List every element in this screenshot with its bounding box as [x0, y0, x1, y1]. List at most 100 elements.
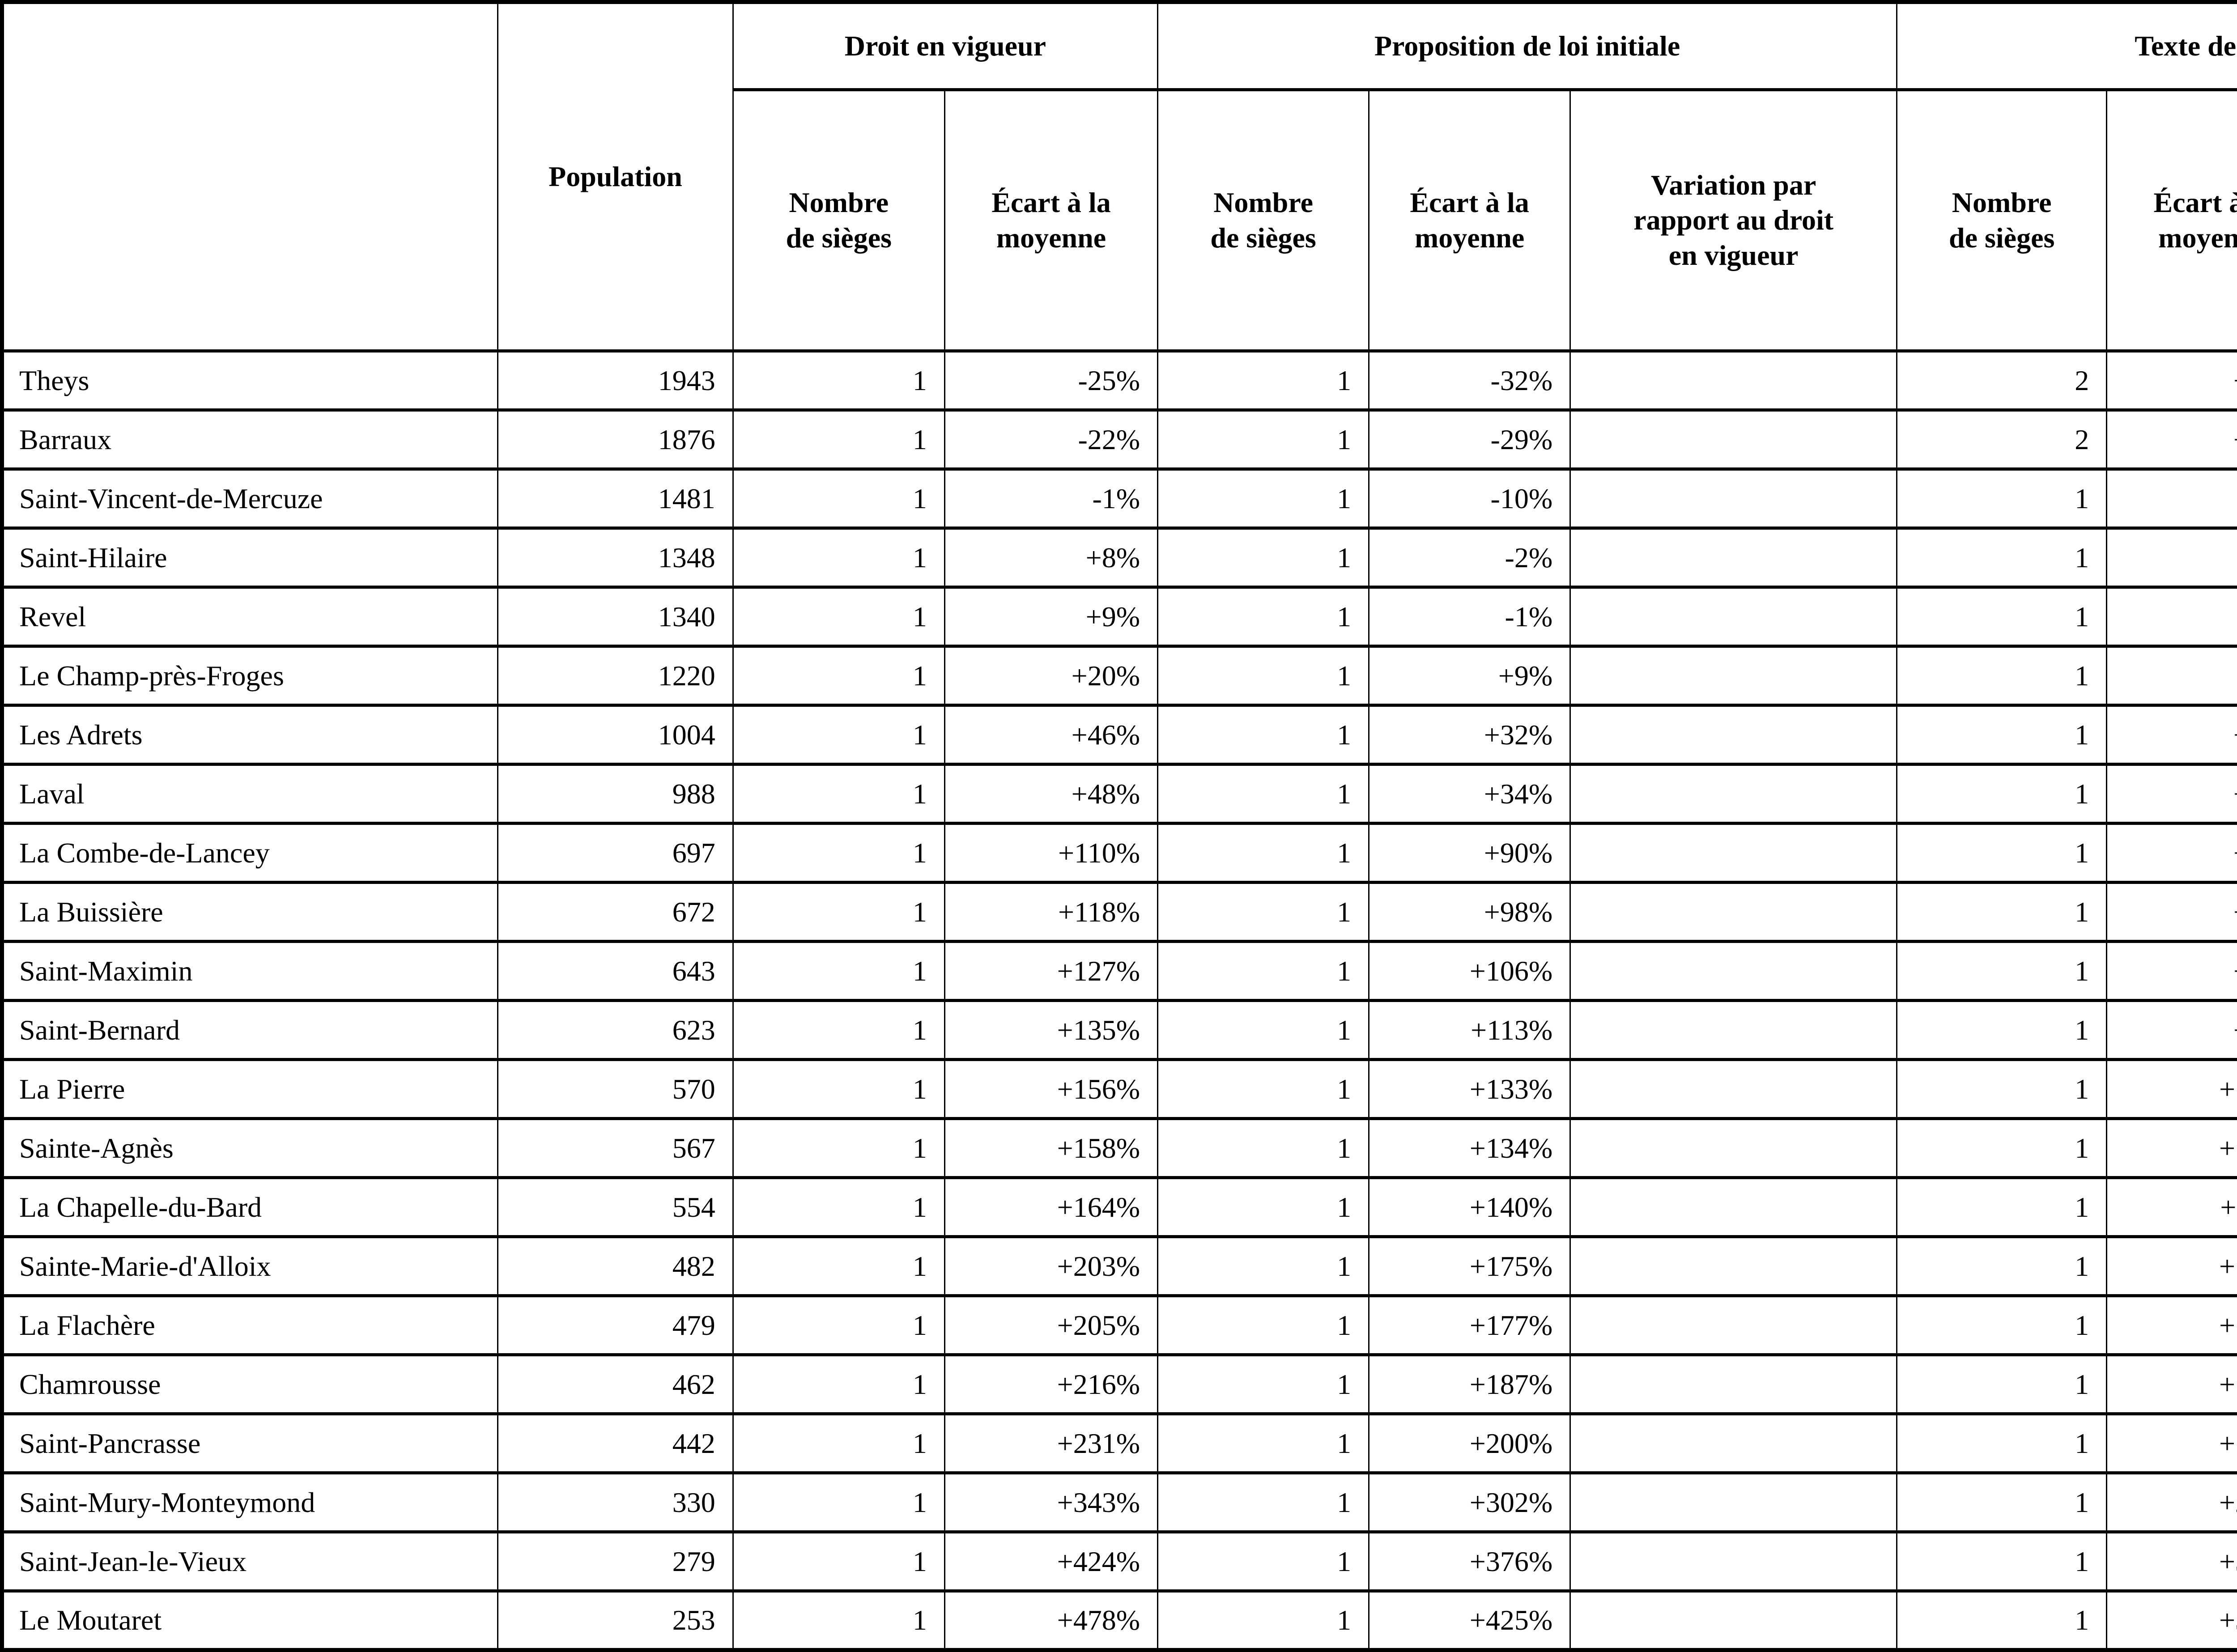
population-cell: 1943 — [498, 351, 733, 410]
tc-ecart-cell: +260% — [2107, 1473, 2237, 1532]
commune-cell: Saint-Hilaire — [2, 528, 498, 587]
tc-ecart-header: Écart à la moyenne — [2107, 90, 2237, 351]
dv-sieges-cell: 1 — [733, 883, 944, 942]
dv-sieges-cell: 1 — [733, 1178, 944, 1237]
dv-sieges-cell: 1 — [733, 410, 944, 469]
pl-sieges-cell: 1 — [1158, 705, 1369, 764]
tc-sieges-cell: 1 — [1897, 1001, 2107, 1060]
commune-column-header — [2, 2, 498, 351]
pl-variation-cell — [1570, 1060, 1897, 1119]
pl-variation-cell — [1570, 1591, 1897, 1650]
pl-sieges-cell: 1 — [1158, 942, 1369, 1001]
pl-variation-cell — [1570, 1532, 1897, 1591]
table-row: Sainte-Marie-d'Alloix4821+203%1+175%1+14… — [2, 1237, 2237, 1296]
pl-sieges-cell: 1 — [1158, 1414, 1369, 1473]
dv-ecart-cell: -22% — [944, 410, 1157, 469]
population-cell: 554 — [498, 1178, 733, 1237]
pl-sieges-cell: 1 — [1158, 764, 1369, 824]
pl-ecart-cell: -2% — [1369, 528, 1570, 587]
pl-sieges-cell: 1 — [1158, 410, 1369, 469]
commune-cell: La Buissière — [2, 883, 498, 942]
population-cell: 1220 — [498, 646, 733, 705]
tc-ecart-cell: +114% — [2107, 1178, 2237, 1237]
commune-cell: Saint-Mury-Monteymond — [2, 1473, 498, 1532]
pl-sieges-cell: 1 — [1158, 1296, 1369, 1355]
pl-ecart-cell: +187% — [1369, 1355, 1570, 1414]
population-column-header: Population — [498, 2, 733, 351]
pl-sieges-cell: 1 — [1158, 1001, 1369, 1060]
dv-ecart-cell: +216% — [944, 1355, 1157, 1414]
pl-sieges-cell: 1 — [1158, 646, 1369, 705]
tc-sieges-cell: 1 — [1897, 1178, 2107, 1237]
dv-ecart-cell: +231% — [944, 1414, 1157, 1473]
group-header-proposition-de-loi: Proposition de loi initiale — [1158, 2, 1897, 90]
dv-sieges-cell: 1 — [733, 1060, 944, 1119]
pl-ecart-cell: +134% — [1369, 1119, 1570, 1178]
population-cell: 643 — [498, 942, 733, 1001]
commune-cell: Chamrousse — [2, 1355, 498, 1414]
tc-sieges-cell: 2 — [1897, 410, 2107, 469]
pl-ecart-cell: +106% — [1369, 942, 1570, 1001]
pl-ecart-cell: +90% — [1369, 824, 1570, 883]
tc-ecart-cell: +146% — [2107, 1237, 2237, 1296]
dv-sieges-cell: 1 — [733, 705, 944, 764]
tc-sieges-cell: 1 — [1897, 469, 2107, 528]
commune-cell: Revel — [2, 587, 498, 646]
pl-ecart-cell: -32% — [1369, 351, 1570, 410]
dv-ecart-cell: +48% — [944, 764, 1157, 824]
pl-variation-cell — [1570, 410, 1897, 469]
dv-ecart-cell: +156% — [944, 1060, 1157, 1119]
pl-ecart-cell: -10% — [1369, 469, 1570, 528]
dv-ecart-cell: -25% — [944, 351, 1157, 410]
tc-sieges-cell: 1 — [1897, 824, 2107, 883]
population-cell: 697 — [498, 824, 733, 883]
tc-sieges-cell: 2 — [1897, 351, 2107, 410]
tc-sieges-cell: 1 — [1897, 883, 2107, 942]
pl-ecart-cell: +175% — [1369, 1237, 1570, 1296]
pl-ecart-cell: +177% — [1369, 1296, 1570, 1355]
tc-ecart-cell: +22% — [2107, 351, 2237, 410]
pl-sieges-cell: 1 — [1158, 1355, 1369, 1414]
population-cell: 462 — [498, 1355, 733, 1414]
pl-sieges-cell: 1 — [1158, 1237, 1369, 1296]
table-row: Saint-Mury-Monteymond3301+343%1+302%1+26… — [2, 1473, 2237, 1532]
commune-cell: Saint-Bernard — [2, 1001, 498, 1060]
dv-ecart-cell: +9% — [944, 587, 1157, 646]
tc-sieges-cell: 1 — [1897, 1473, 2107, 1532]
dv-sieges-cell: 1 — [733, 1355, 944, 1414]
tc-ecart-cell: +77% — [2107, 883, 2237, 942]
pl-variation-cell — [1570, 1119, 1897, 1178]
dv-ecart-header: Écart à la moyenne — [944, 90, 1157, 351]
tc-sieges-cell: 1 — [1897, 1060, 2107, 1119]
tc-sieges-cell: 1 — [1897, 764, 2107, 824]
population-cell: 1481 — [498, 469, 733, 528]
tc-sieges-cell: 1 — [1897, 1296, 2107, 1355]
pl-sieges-cell: 1 — [1158, 1178, 1369, 1237]
tc-sieges-cell: 1 — [1897, 528, 2107, 587]
dv-sieges-cell: 1 — [733, 1414, 944, 1473]
dv-sieges-cell: 1 — [733, 1119, 944, 1178]
dv-ecart-cell: +127% — [944, 942, 1157, 1001]
dv-sieges-cell: 1 — [733, 351, 944, 410]
pl-variation-cell — [1570, 646, 1897, 705]
pl-ecart-cell: +302% — [1369, 1473, 1570, 1532]
pl-variation-cell — [1570, 883, 1897, 942]
population-cell: 479 — [498, 1296, 733, 1355]
pl-sieges-cell: 1 — [1158, 528, 1369, 587]
commune-cell: Barraux — [2, 410, 498, 469]
pl-sieges-cell: 1 — [1158, 883, 1369, 942]
pl-sieges-cell: 1 — [1158, 1473, 1369, 1532]
dv-ecart-cell: +424% — [944, 1532, 1157, 1591]
population-cell: 330 — [498, 1473, 733, 1532]
tc-ecart-cell: -11% — [2107, 587, 2237, 646]
tc-sieges-cell: 1 — [1897, 1532, 2107, 1591]
